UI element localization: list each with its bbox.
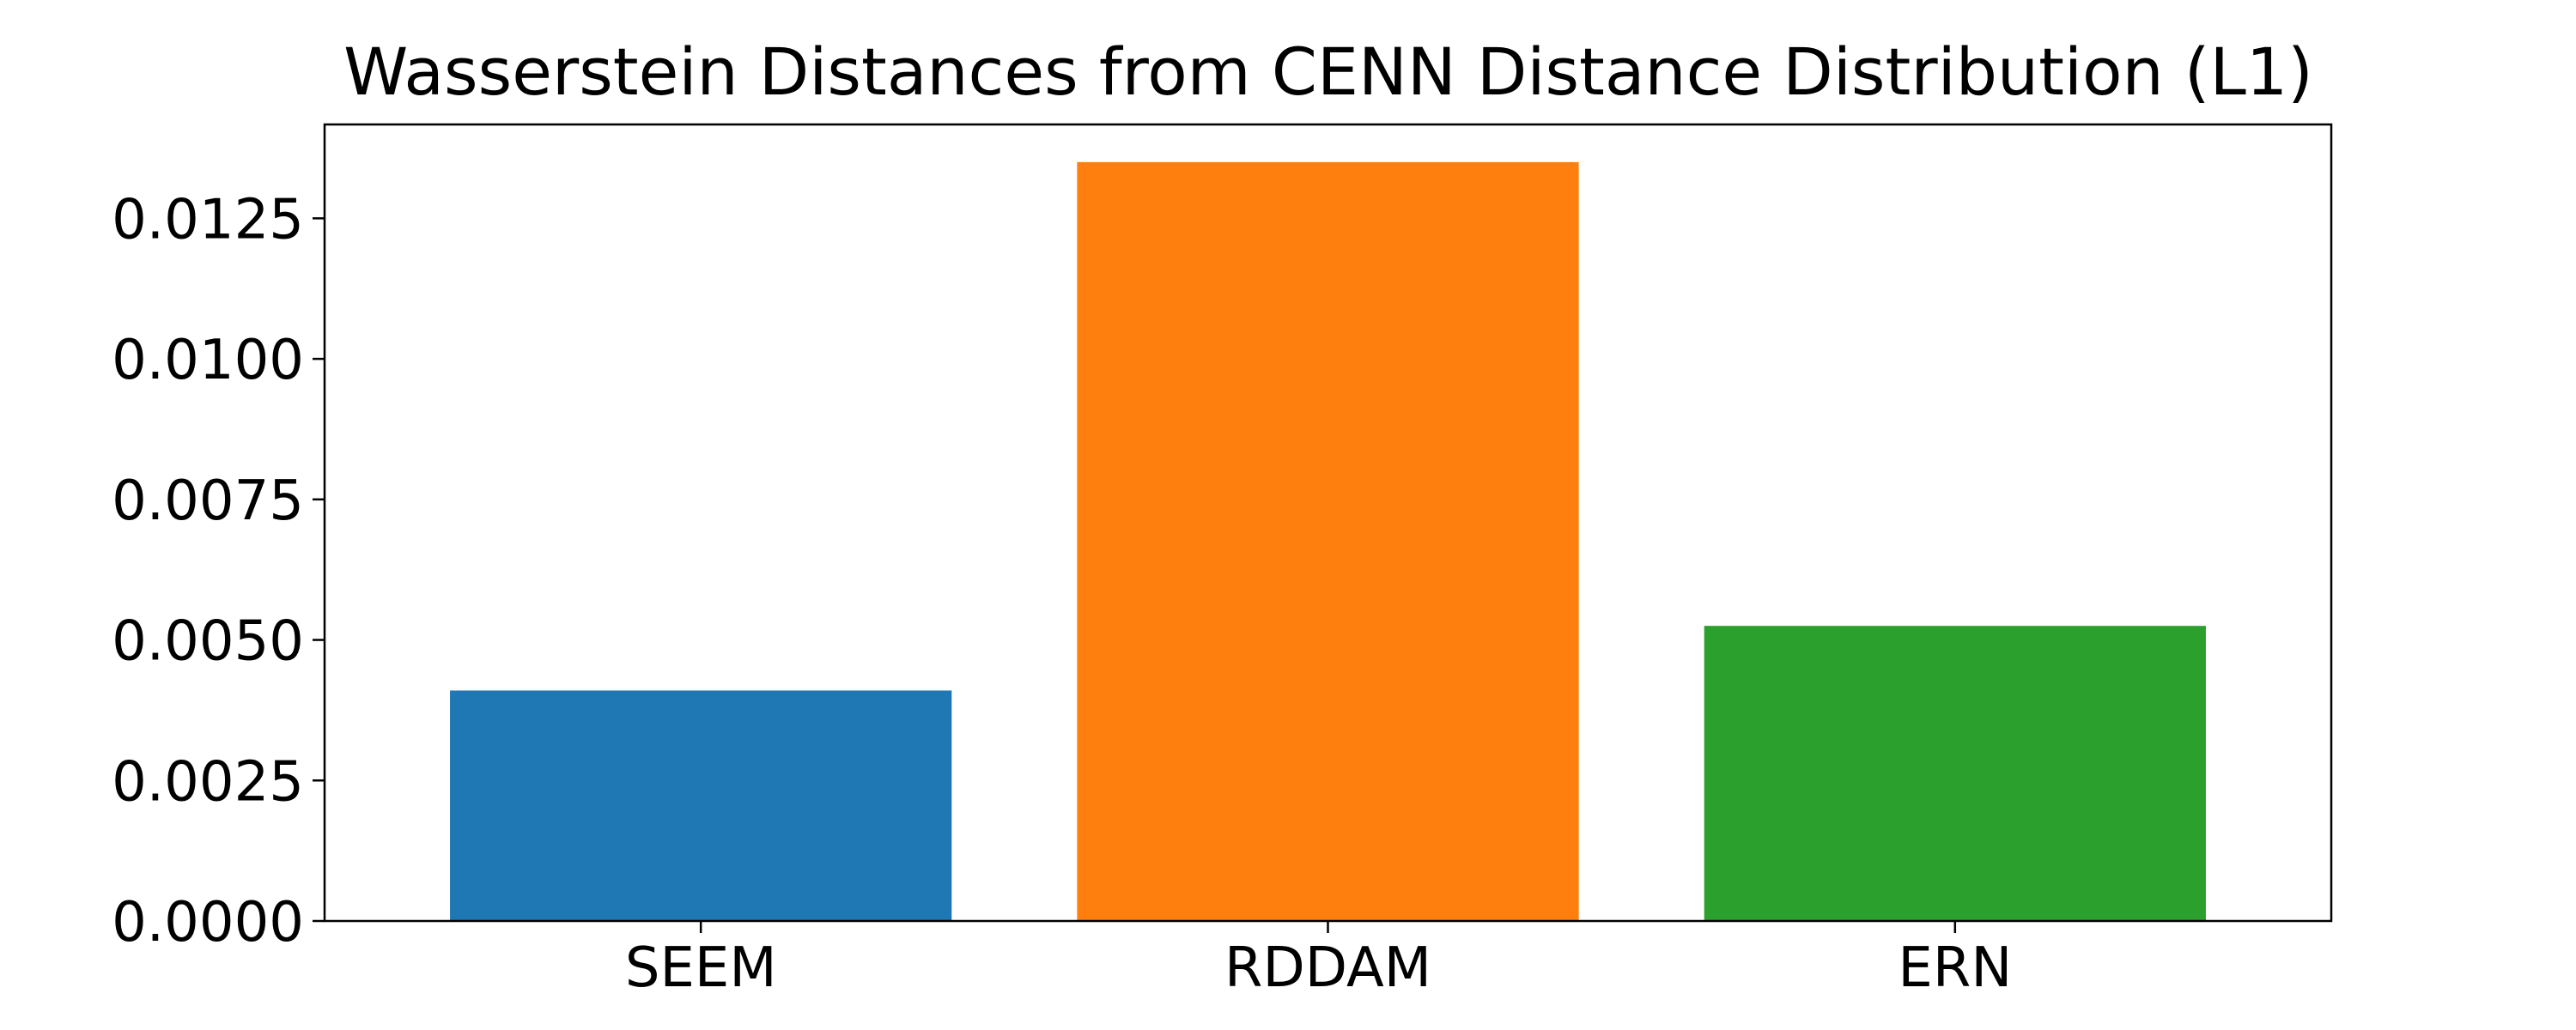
chart-title: Wasserstein Distances from CENN Distance… (343, 33, 2313, 110)
y-tick-label: 0.0050 (112, 610, 304, 674)
bars-group (450, 161, 2206, 922)
x-tick-label-rddam: RDDAM (1224, 936, 1431, 1000)
y-tick-label: 0.0125 (112, 188, 304, 251)
x-axis: SEEM RDDAM ERN (625, 921, 2012, 1000)
y-tick-label: 0.0000 (112, 891, 304, 954)
plot-frame (323, 123, 2333, 923)
y-axis: 0.0000 0.0025 0.0050 0.0075 0.0100 0.0125 (112, 188, 325, 954)
y-tick-label: 0.0100 (112, 329, 304, 392)
bar-seem (450, 690, 952, 921)
x-tick-label-ern: ERN (1898, 936, 2012, 1000)
y-tick-label: 0.0075 (112, 470, 304, 533)
x-tick-label-seem: SEEM (625, 936, 777, 1000)
y-tick-label: 0.0025 (112, 750, 304, 814)
bar-ern (1704, 626, 2206, 921)
bar-rddam (1077, 161, 1579, 922)
